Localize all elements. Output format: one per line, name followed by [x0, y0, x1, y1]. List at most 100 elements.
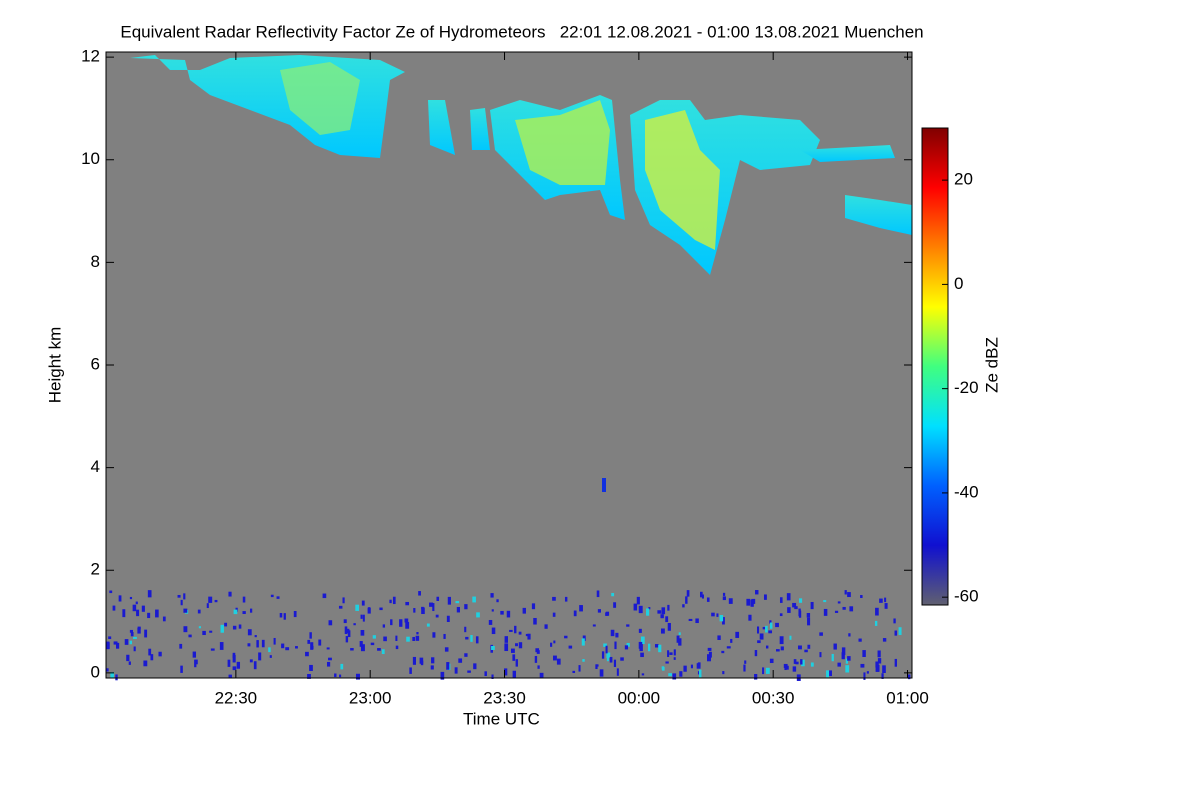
clutter-pixel	[804, 649, 808, 653]
clutter-pixel	[800, 659, 803, 665]
clutter-pixel	[309, 632, 312, 639]
clutter-pixel	[136, 609, 140, 617]
clutter-pixel	[360, 614, 363, 619]
clutter-pixel	[295, 646, 298, 649]
clutter-pixel	[484, 671, 487, 677]
clutter-pixel	[399, 619, 403, 627]
clutter-pixel	[512, 654, 516, 661]
clutter-pixel	[355, 673, 360, 680]
clutter-pixel	[370, 642, 375, 646]
clutter-pixel	[210, 648, 215, 651]
clutter-pixel	[754, 650, 758, 657]
clutter-pixel	[130, 632, 134, 637]
clutter-pixel	[464, 626, 467, 633]
clutter-pixel	[379, 607, 383, 611]
clutter-pixel	[395, 645, 399, 650]
clutter-pixel	[606, 654, 609, 662]
clutter-pixel	[510, 648, 515, 653]
clutter-pixel	[658, 644, 662, 653]
clutter-pixel	[792, 602, 797, 608]
clutter-pixel	[435, 614, 439, 618]
clutter-pixel	[372, 635, 376, 639]
clutter-pixel	[133, 636, 137, 639]
clutter-pixel	[847, 656, 851, 661]
clutter-pixel	[722, 671, 725, 675]
clutter-pixel	[353, 623, 356, 626]
clutter-pixel	[640, 636, 645, 645]
clutter-pixel	[754, 674, 758, 680]
clutter-pixel	[779, 597, 783, 603]
clutter-pixel	[527, 633, 531, 640]
clutter-pixel	[360, 644, 365, 652]
clutter-pixel	[109, 590, 113, 594]
clutter-pixel	[616, 668, 619, 676]
y-tick-label: 10	[81, 149, 100, 168]
clutter-pixel	[722, 592, 726, 596]
clutter-pixel	[636, 596, 640, 605]
clutter-pixel	[179, 643, 183, 649]
clutter-pixel	[533, 617, 537, 625]
clutter-pixel	[283, 613, 286, 620]
clutter-pixel	[779, 636, 784, 645]
clutter-pixel	[431, 657, 435, 664]
x-tick-label: 00:00	[618, 688, 661, 707]
clutter-pixel	[626, 624, 630, 627]
clutter-pixel	[238, 624, 242, 629]
clutter-pixel	[775, 622, 779, 628]
clutter-pixel	[775, 649, 780, 652]
clutter-pixel	[750, 599, 754, 607]
clutter-pixel	[116, 642, 120, 649]
clutter-pixel	[611, 592, 615, 597]
clutter-pixel	[613, 659, 617, 667]
clutter-pixel	[572, 670, 576, 674]
y-tick-label: 6	[91, 354, 100, 373]
clutter-pixel	[596, 590, 600, 598]
clutter-pixel	[247, 643, 251, 647]
clutter-pixel	[491, 609, 494, 612]
clutter-pixel	[115, 674, 118, 681]
colorbar-tick-label: 0	[954, 274, 963, 293]
clutter-pixel	[404, 618, 409, 623]
clutter-pixel	[220, 624, 224, 633]
clutter-pixel	[845, 665, 850, 673]
clutter-pixel	[875, 661, 879, 668]
clutter-pixel	[829, 670, 832, 677]
clutter-pixel	[242, 596, 246, 603]
clutter-pixel	[362, 614, 365, 622]
clutter-pixel	[475, 636, 479, 644]
clutter-pixel	[660, 614, 664, 619]
clutter-pixel	[536, 650, 540, 654]
clutter-pixel	[421, 607, 425, 615]
clutter-pixel	[665, 616, 669, 623]
clutter-pixel	[106, 641, 110, 650]
clutter-pixel	[730, 638, 733, 643]
clutter-pixel	[596, 664, 599, 667]
clutter-pixel	[118, 595, 122, 602]
clutter-pixel	[129, 596, 133, 600]
clutter-pixel	[256, 640, 259, 648]
clutter-pixel	[849, 606, 854, 612]
clutter-pixel	[137, 627, 141, 634]
clutter-pixel	[345, 628, 350, 634]
clutter-pixel	[500, 610, 504, 615]
clutter-pixel	[660, 628, 665, 634]
clutter-pixel	[564, 596, 568, 602]
clutter-pixel	[355, 604, 360, 611]
clutter-pixel	[686, 590, 690, 597]
clutter-pixel	[514, 625, 517, 634]
clutter-pixel	[743, 664, 746, 672]
clutter-pixel	[685, 596, 688, 604]
clutter-pixel	[719, 615, 724, 622]
clutter-pixel	[544, 624, 548, 629]
y-tick-label: 12	[81, 47, 100, 66]
clutter-pixel	[884, 603, 888, 609]
clutter-pixel	[667, 622, 671, 631]
clutter-pixel	[465, 636, 469, 640]
y-tick-label: 8	[91, 252, 100, 271]
clutter-pixel	[845, 658, 849, 664]
clutter-pixel	[638, 628, 642, 633]
y-tick-label: 2	[91, 560, 100, 579]
clutter-pixel	[197, 609, 201, 614]
colorbar-tick-label: -40	[954, 482, 979, 501]
clutter-pixel	[177, 594, 181, 598]
